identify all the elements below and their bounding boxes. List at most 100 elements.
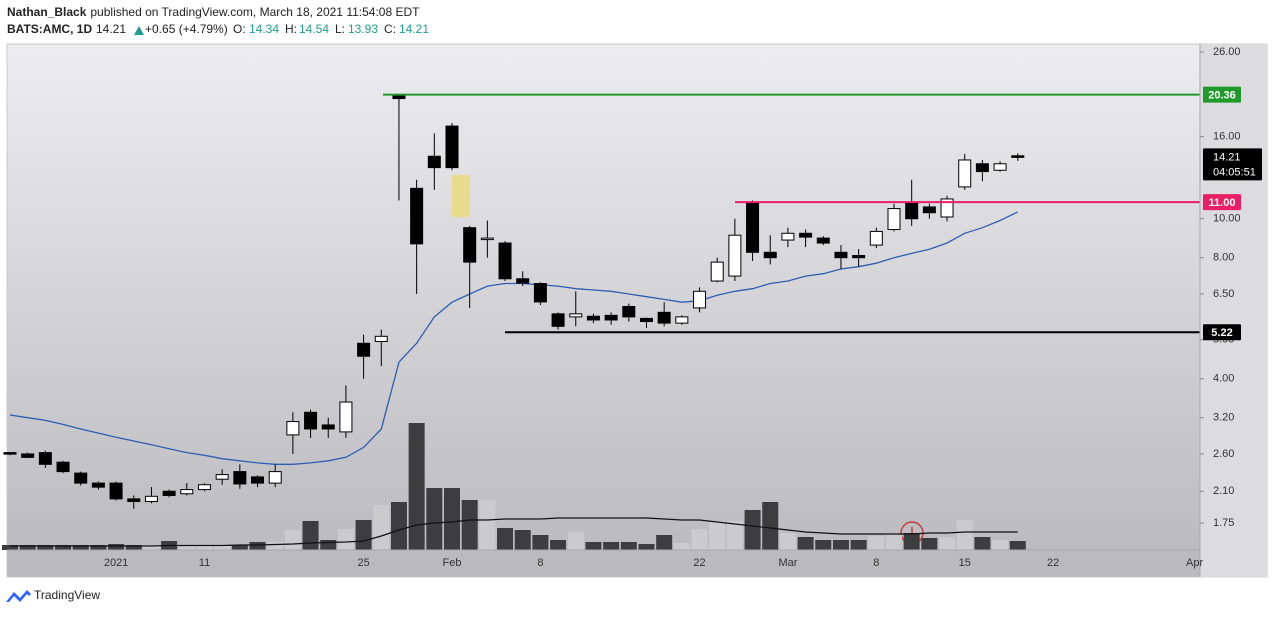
ohlc-label: L: bbox=[335, 22, 345, 36]
candle-body bbox=[162, 490, 176, 496]
x-tick-label: 15 bbox=[959, 557, 971, 569]
y-tick-label: 2.60 bbox=[1213, 448, 1234, 460]
candle-body bbox=[3, 452, 17, 455]
volume-bar bbox=[850, 540, 867, 550]
y-tick-label: 8.00 bbox=[1213, 252, 1234, 264]
candle-body bbox=[604, 314, 618, 321]
up-arrow-icon bbox=[134, 26, 144, 35]
volume-bar bbox=[673, 543, 690, 550]
volume-bar bbox=[408, 423, 425, 550]
x-tick-label: 22 bbox=[693, 557, 705, 569]
candle-body bbox=[622, 305, 636, 318]
volume-bar bbox=[691, 529, 708, 550]
volume-bar bbox=[196, 545, 213, 550]
ma-line bbox=[9, 211, 1019, 465]
candle-body bbox=[781, 232, 795, 241]
y-tick-label: 1.75 bbox=[1213, 517, 1234, 529]
y-tick-label: 2.10 bbox=[1213, 485, 1234, 497]
chart-pane bbox=[6, 43, 1268, 578]
candle-body bbox=[268, 471, 282, 484]
ohlc-value: 13.93 bbox=[348, 22, 378, 36]
volume-bar bbox=[603, 542, 620, 550]
y-tick-label: 3.20 bbox=[1213, 412, 1234, 424]
volume-bar bbox=[992, 540, 1009, 550]
axis-labels: 26.0016.0010.008.006.505.004.003.202.602… bbox=[104, 46, 1262, 569]
volume-bar bbox=[532, 535, 549, 550]
level-label: 5.22 bbox=[1211, 327, 1232, 339]
candle-body bbox=[993, 163, 1007, 171]
volume-bar bbox=[2, 545, 18, 550]
candle-body bbox=[21, 453, 35, 458]
volume-bar bbox=[178, 545, 195, 550]
x-tick-label: 25 bbox=[357, 557, 369, 569]
volume-bar bbox=[726, 521, 743, 550]
candle-body bbox=[215, 474, 229, 480]
volume-bar bbox=[638, 544, 655, 550]
candle-body bbox=[144, 495, 158, 503]
candle-body bbox=[975, 163, 989, 173]
volume-bar bbox=[956, 520, 973, 550]
volume-bar bbox=[72, 545, 89, 550]
x-tick-label: 11 bbox=[199, 557, 210, 569]
volume-ma-line bbox=[10, 517, 1018, 547]
candle-body bbox=[286, 421, 300, 436]
volume-bar bbox=[320, 540, 337, 550]
candle-body bbox=[1011, 155, 1025, 158]
candle-body bbox=[799, 232, 813, 238]
volume-bar bbox=[143, 545, 160, 550]
candle-body bbox=[710, 261, 724, 282]
volume-bar bbox=[90, 545, 107, 550]
volume-bar bbox=[55, 545, 72, 550]
publish-line: Nathan_Black published on TradingView.com… bbox=[7, 5, 420, 19]
candle-body bbox=[251, 476, 265, 484]
volume-bar bbox=[426, 488, 443, 550]
volume-bar bbox=[444, 488, 460, 550]
level-label: 20.36 bbox=[1208, 89, 1236, 101]
y-tick-label: 10.00 bbox=[1213, 213, 1241, 225]
level-label-box bbox=[1203, 194, 1241, 211]
x-tick-label: 2021 bbox=[104, 557, 128, 569]
volume-bar bbox=[868, 536, 885, 550]
candle-body bbox=[693, 290, 707, 309]
candle-body bbox=[427, 155, 441, 169]
x-tick-label: Feb bbox=[443, 557, 462, 569]
ohlc-label: C: bbox=[384, 22, 396, 36]
ohlc-label: H: bbox=[285, 22, 297, 36]
ohlc-value: 14.34 bbox=[249, 22, 279, 36]
volume-bar bbox=[620, 542, 637, 550]
volume-bar bbox=[744, 510, 761, 550]
volume-bar bbox=[302, 521, 319, 550]
volume-bar bbox=[373, 505, 390, 550]
candle-body bbox=[56, 461, 70, 473]
candle-body bbox=[586, 315, 600, 321]
ohlc-value: 14.54 bbox=[299, 22, 329, 36]
last-price: 14.21 bbox=[96, 22, 126, 36]
published: published on TradingView.com, March 18, … bbox=[90, 5, 420, 19]
volume-bar bbox=[125, 545, 142, 550]
candle-body bbox=[958, 159, 972, 188]
candle-body bbox=[109, 482, 123, 500]
candle-body bbox=[887, 208, 901, 231]
y-tick-label: 6.50 bbox=[1213, 288, 1234, 300]
candle-body bbox=[922, 206, 936, 214]
last-price-box bbox=[1203, 148, 1262, 181]
candle-body bbox=[197, 484, 211, 491]
candle-body bbox=[180, 489, 194, 495]
volume-bar bbox=[19, 545, 36, 550]
y-tick-label: 26.00 bbox=[1213, 46, 1241, 58]
candle-body bbox=[834, 251, 848, 259]
volume-bar bbox=[832, 540, 849, 550]
volume-bar bbox=[567, 532, 584, 550]
candle-body bbox=[91, 482, 105, 488]
volume-bar bbox=[231, 545, 248, 550]
candle-body bbox=[321, 424, 335, 430]
footer-logo: TradingView bbox=[6, 588, 100, 602]
ohlc-label: O: bbox=[233, 22, 246, 36]
candle-body bbox=[445, 125, 459, 169]
volume-bar bbox=[108, 544, 125, 550]
candle-body bbox=[357, 342, 371, 357]
change: +0.65 (+4.79%) bbox=[145, 22, 228, 36]
candle-body bbox=[410, 187, 424, 245]
